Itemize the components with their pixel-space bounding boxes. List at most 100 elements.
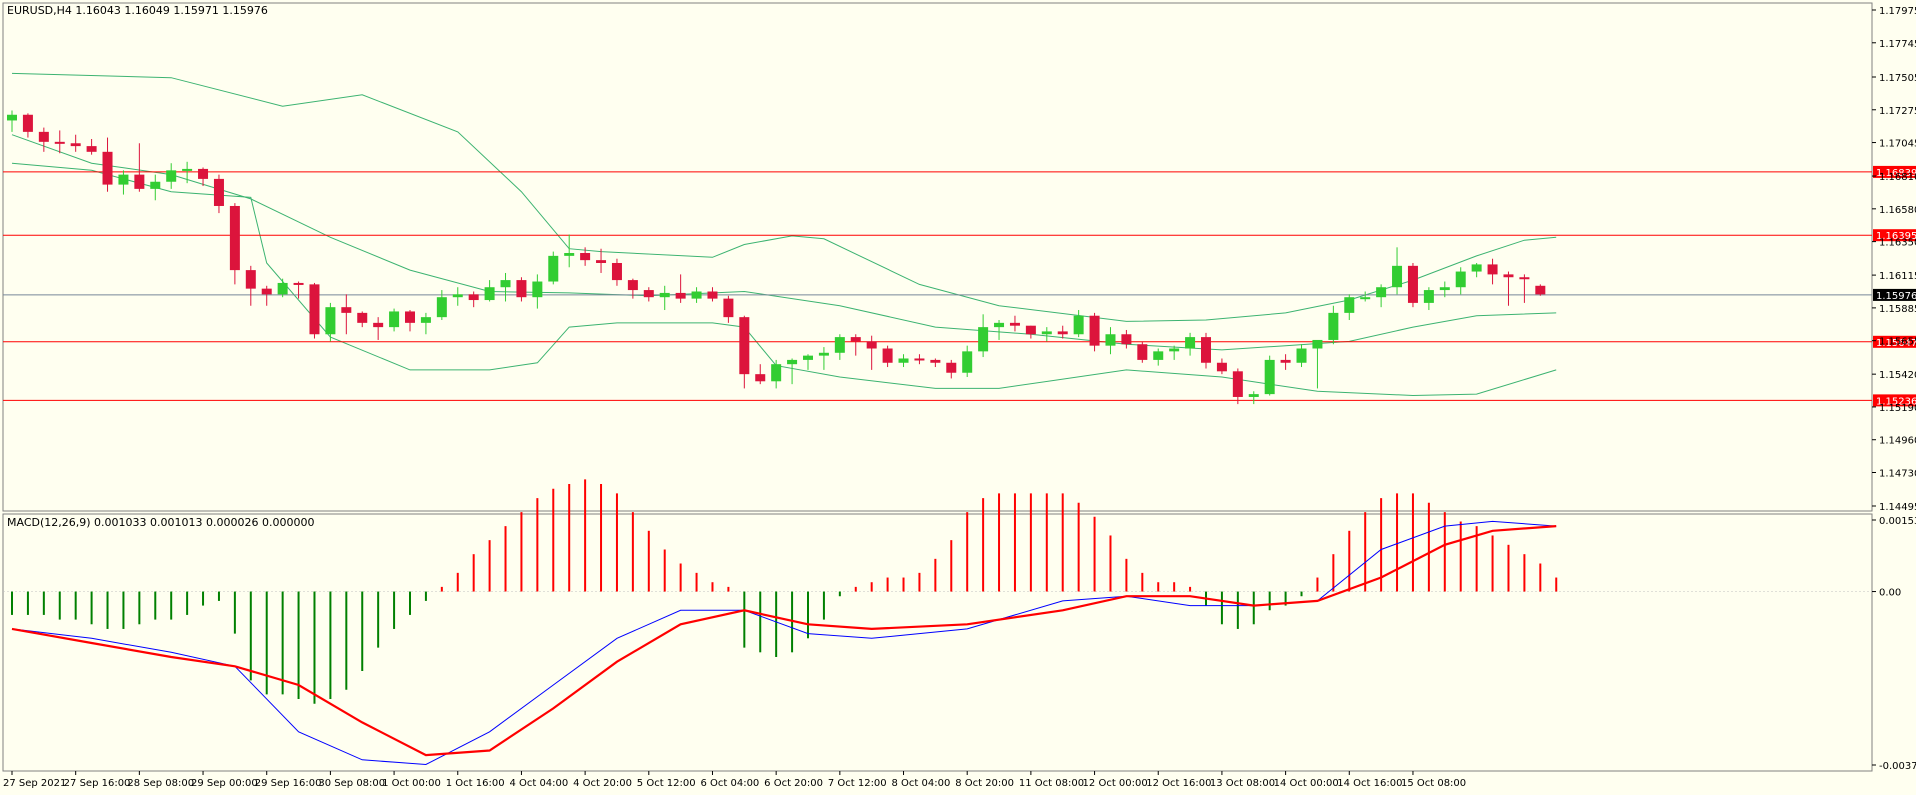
candle-body[interactable] [516,280,527,298]
candle-body[interactable] [771,364,782,382]
candle-body[interactable] [580,253,591,261]
candle-body[interactable] [1025,325,1036,335]
candle-body[interactable] [1503,274,1514,278]
candle-body[interactable] [1248,394,1259,397]
candle-body[interactable] [707,291,718,299]
candle-body[interactable] [1423,290,1434,303]
macd-pane[interactable] [2,513,1873,772]
candle-body[interactable] [1041,331,1052,335]
candle-body[interactable] [1328,312,1339,340]
candle-body[interactable] [611,262,622,281]
candle-body[interactable] [803,355,813,360]
candle-body[interactable] [420,317,431,323]
candle-body[interactable] [1455,271,1466,288]
candle-body[interactable] [834,337,845,353]
candle-body[interactable] [1376,287,1387,298]
candle-body[interactable] [962,351,973,373]
candle-body[interactable] [691,291,702,299]
candle-body[interactable] [1487,264,1498,275]
candle-body[interactable] [389,311,400,328]
candle-body[interactable] [405,311,415,323]
candle-body[interactable] [1519,277,1530,280]
candle-body[interactable] [1296,348,1307,363]
candle-body[interactable] [341,307,352,313]
candle-body[interactable] [182,168,193,171]
candle-body[interactable] [564,253,575,256]
candle-body[interactable] [150,181,161,189]
candle-body[interactable] [293,282,304,285]
candle-body[interactable] [213,178,224,206]
candle-body[interactable] [325,307,336,335]
candle-body[interactable] [994,322,1005,328]
candle-body[interactable] [198,168,209,179]
candle-body[interactable] [946,362,957,373]
candle-body[interactable] [134,174,145,189]
candle-body[interactable] [596,260,607,263]
candle-body[interactable] [7,114,17,121]
candle-body[interactable] [978,327,989,352]
candle-body[interactable] [1439,287,1450,291]
candle-body[interactable] [1105,334,1116,346]
candle-body[interactable] [277,282,288,295]
candle-body[interactable] [309,284,320,335]
candle-body[interactable] [452,294,463,298]
candle-body[interactable] [1137,344,1148,360]
candle-body[interactable] [882,348,893,363]
candle-body[interactable] [22,114,33,132]
candle-body[interactable] [38,131,49,142]
candle-body[interactable] [373,322,384,328]
candle-body[interactable] [1009,322,1020,326]
candle-body[interactable] [914,358,925,361]
candle-body[interactable] [1073,315,1084,335]
candle-body[interactable] [1344,297,1355,313]
candle-body[interactable] [1471,264,1482,272]
candle-body[interactable] [468,294,479,301]
candle-body[interactable] [1535,285,1546,295]
candle-body[interactable] [548,255,559,282]
candle-body[interactable] [627,280,638,291]
candle-body[interactable] [723,298,734,318]
candle-body[interactable] [755,374,766,382]
candle-body[interactable] [818,352,829,356]
candle-body[interactable] [357,312,368,323]
candle-body[interactable] [245,270,256,289]
candle-body[interactable] [1407,265,1418,303]
candle-body[interactable] [166,170,177,182]
candle-body[interactable] [484,287,495,301]
candle-body[interactable] [1216,362,1227,372]
candle-body[interactable] [1089,315,1100,346]
candle-body[interactable] [102,151,113,185]
candle-body[interactable] [1201,337,1211,363]
candle-body[interactable] [739,317,750,375]
candle-body[interactable] [118,174,129,185]
candle-body[interactable] [850,337,861,342]
price-pane[interactable] [2,2,1873,512]
candle-body[interactable] [54,141,65,144]
candle-body[interactable] [229,205,240,271]
candle-body[interactable] [1360,297,1371,300]
candle-body[interactable] [86,146,97,152]
candle-body[interactable] [1280,359,1291,363]
candle-body[interactable] [898,358,909,363]
candle-body[interactable] [500,280,511,288]
candle-body[interactable] [787,359,798,365]
candle-body[interactable] [1121,334,1132,345]
candle-body[interactable] [261,288,272,295]
candle-body[interactable] [1392,265,1403,288]
candle-body[interactable] [643,290,654,298]
candle-body[interactable] [436,297,447,318]
candle-body[interactable] [1185,337,1196,349]
candle-body[interactable] [1264,359,1275,395]
candle-body[interactable] [70,143,81,147]
candle-body[interactable] [675,292,686,299]
candle-body[interactable] [1169,348,1180,352]
candle-body[interactable] [1057,331,1068,335]
candle-body[interactable] [1232,371,1243,397]
candle-body[interactable] [930,359,941,363]
candle-body[interactable] [866,341,877,349]
candle-body[interactable] [532,281,543,298]
candle-body[interactable] [659,292,670,298]
candle-body[interactable] [1153,351,1164,360]
